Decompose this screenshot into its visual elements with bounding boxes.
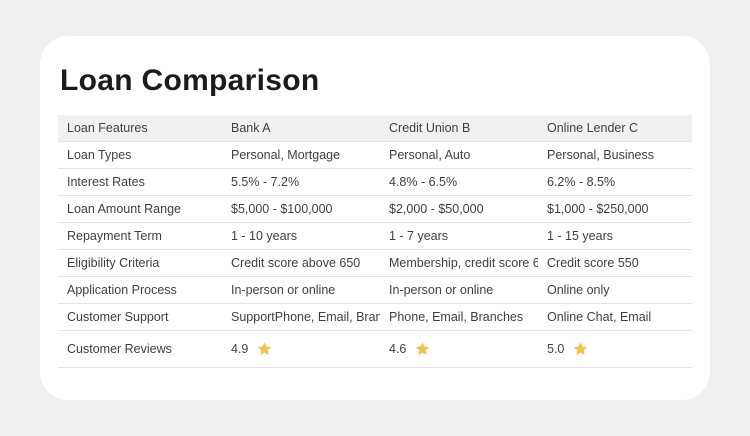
feature-label: Repayment Term [67,229,162,243]
cell-value: Personal, Auto [389,148,471,162]
cell-value: 4.8% - 6.5% [389,175,458,189]
feature-label: Application Process [67,283,177,297]
feature-label: Customer Support [67,310,169,324]
cell-value: Online Chat, Email [547,310,652,324]
table-row-interest-rates: Interest Rates 5.5% - 7.2% 4.8% - 6.5% 6… [58,169,692,196]
table-row-loan-amount-range: Loan Amount Range $5,000 - $100,000 $2,0… [58,196,692,223]
column-header-online-lender-c: Online Lender C [547,121,639,135]
cell-value: $2,000 - $50,000 [389,202,484,216]
rating-cell: 5.0 [538,331,692,367]
cell-value: Credit score 550 [547,256,639,270]
table-row-application-process: Application Process In-person or online … [58,277,692,304]
feature-label: Loan Types [67,148,132,162]
rating-cell: 4.9 [222,331,380,367]
feature-label: Customer Reviews [67,342,172,356]
cell-value: Phone, Email, Branches [389,310,524,324]
loan-comparison-card: Loan Comparison Loan Features Bank A Cre… [40,36,710,400]
cell-value: Credit score above 650 [231,256,361,270]
rating-cell: 4.6 [380,331,538,367]
page-title: Loan Comparison [60,64,320,97]
table-row-customer-reviews: Customer Reviews 4.9 4.6 5.0 [58,331,692,368]
cell-value: 1 - 15 years [547,229,614,243]
table-row-loan-types: Loan Types Personal, Mortgage Personal, … [58,142,692,169]
cell-value: 1 - 10 years [231,229,298,243]
comparison-table: Loan Features Bank A Credit Union B Onli… [58,115,692,368]
cell-value: $1,000 - $250,000 [547,202,649,216]
cell-value: 1 - 7 years [389,229,449,243]
cell-value: Membership, credit score 600 [389,256,538,270]
table-row-repayment-term: Repayment Term 1 - 10 years 1 - 7 years … [58,223,692,250]
star-icon [258,341,272,355]
rating-value: 4.6 [389,342,407,356]
star-icon [574,341,588,355]
feature-label: Loan Amount Range [67,202,181,216]
feature-label: Interest Rates [67,175,145,189]
cell-value: In-person or online [389,283,494,297]
cell-value: Personal, Business [547,148,655,162]
table-header-row: Loan Features Bank A Credit Union B Onli… [58,115,692,142]
cell-value: Online only [547,283,610,297]
rating-value: 4.9 [231,342,249,356]
cell-value: Personal, Mortgage [231,148,341,162]
cell-value: In-person or online [231,283,336,297]
column-header-bank-a: Bank A [231,121,271,135]
cell-value: 6.2% - 8.5% [547,175,616,189]
column-header-loan-features: Loan Features [67,121,148,135]
feature-label: Eligibility Criteria [67,256,160,270]
column-header-credit-union-b: Credit Union B [389,121,471,135]
table-row-customer-support: Customer Support SupportPhone, Email, Br… [58,304,692,331]
cell-value: $5,000 - $100,000 [231,202,333,216]
table-row-eligibility-criteria: Eligibility Criteria Credit score above … [58,250,692,277]
rating-value: 5.0 [547,342,565,356]
cell-value: SupportPhone, Email, Branches [231,310,380,324]
star-icon [416,341,430,355]
cell-value: 5.5% - 7.2% [231,175,300,189]
